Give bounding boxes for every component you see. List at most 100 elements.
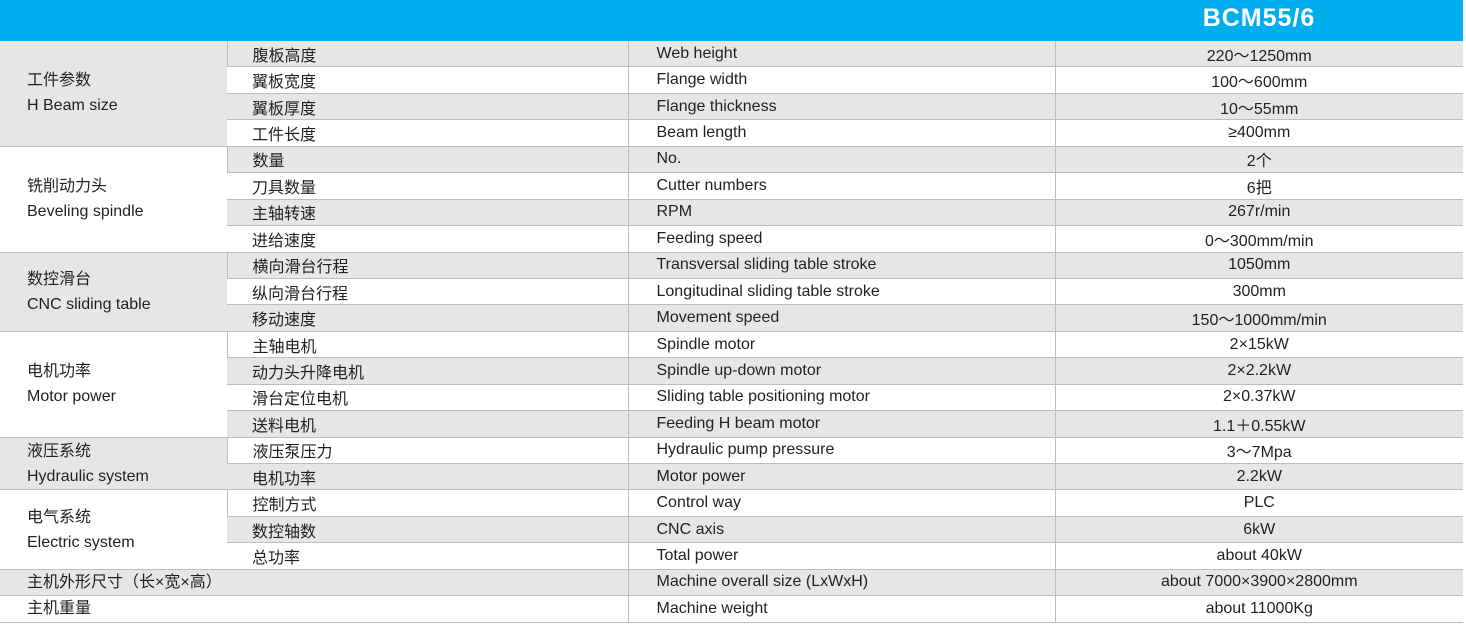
group-cell: 铣削动力头 Beveling spindle [0, 146, 227, 253]
group-label-zh: 工件参数 [27, 72, 92, 90]
group-label-en: Beveling spindle [27, 203, 144, 221]
param-value: 0～300mm/min [1054, 225, 1463, 253]
param-name-zh: 总功率 [227, 542, 628, 570]
param-name-zh: 主轴转速 [227, 199, 628, 227]
group-label-zh: 电机功率 [27, 363, 92, 381]
param-name-en: Spindle up-down motor [627, 357, 1055, 385]
table-row: 电机功率 Motor power 主轴电机 Spindle motor 2×15kW [0, 331, 1463, 438]
param-name-en: Sliding table positioning motor [627, 384, 1055, 412]
param-value: 150～1000mm/min [1054, 304, 1463, 332]
param-name-zh: 控制方式 [226, 489, 628, 517]
param-value: 2×15kW [1054, 331, 1463, 359]
param-value: about 11000Kg [1054, 595, 1463, 623]
table-row: 工件参数 H Beam size 腹板高度 Web height 220～1250mm [0, 41, 1463, 147]
table-row: 送料电机 Feeding H beam motor 1.1＋0.55kW [0, 410, 1463, 438]
param-name-zh: 数控轴数 [227, 516, 628, 544]
param-name-zh: 刀具数量 [227, 172, 628, 200]
table-row: 翼板厚度 Flange thickness 10～55mm [0, 93, 1463, 121]
param-name-en: Flange width [627, 66, 1055, 94]
table-row: 滑台定位电机 Sliding table positioning motor 2×0… [0, 384, 1463, 412]
param-value: 6把 [1054, 172, 1463, 200]
group-label-zh: 电气系统 [27, 508, 92, 526]
param-name-zh: 电机功率 [227, 463, 628, 491]
param-name-zh: 移动速度 [227, 304, 628, 332]
param-value: 10～55mm [1054, 93, 1463, 121]
param-name-zh: 主机外形尺寸（长×宽×高） [0, 569, 628, 597]
param-value: 1.1＋0.55kW [1054, 410, 1463, 438]
param-name-zh: 数量 [226, 146, 628, 174]
param-name-zh: 主机重量 [0, 595, 628, 623]
table-row: 主机外形尺寸（长×宽×高） Machine overall size (LxWxH… [0, 569, 1463, 597]
table-row: 纵向滑台行程 Longitudinal sliding table stroke 3… [0, 278, 1463, 306]
param-name-en: Beam length [627, 119, 1055, 147]
group-label-en: Motor power [27, 388, 116, 406]
table-row: 移动速度 Movement speed 150～1000mm/min [0, 304, 1463, 332]
param-name-en: No. [627, 146, 1055, 174]
table-row: 电机功率 Motor power 2.2kW [0, 463, 1463, 491]
table-row: 主机重量 Machine weight about 11000Kg [0, 595, 1463, 623]
param-name-zh: 横向滑台行程 [226, 252, 628, 279]
param-name-en: Flange thickness [627, 93, 1055, 121]
param-name-zh: 翼板宽度 [227, 66, 628, 94]
table-row: 液压系统 Hydraulic system 液压泵压力 Hydraulic pump … [0, 437, 1463, 491]
param-name-en: Motor power [627, 463, 1055, 491]
table-row: 数控轴数 CNC axis 6kW [0, 516, 1463, 544]
param-value: ≥400mm [1054, 119, 1463, 147]
table-row: 翼板宽度 Flange width 100～600mm [0, 66, 1463, 94]
table-row: 工件长度 Beam length ≥400mm [0, 119, 1463, 147]
param-value: 2×2.2kW [1054, 357, 1463, 385]
param-name-zh: 动力头升降电机 [227, 357, 628, 385]
param-value: 300mm [1054, 278, 1463, 306]
header-bar: BCM55/6 [0, 0, 1463, 41]
param-name-zh: 进给速度 [227, 225, 628, 253]
table-row: 数控滑台 CNC sliding table 横向滑台行程 Transversal s… [0, 252, 1463, 332]
param-value: about 7000×3900×2800mm [1054, 569, 1463, 597]
group-label-zh: 液压系统 [27, 442, 92, 460]
param-name-zh: 滑台定位电机 [227, 384, 628, 412]
model-title: BCM55/6 [1202, 4, 1316, 32]
group-label-en: CNC sliding table [27, 295, 151, 313]
param-name-zh: 翼板厚度 [227, 93, 628, 121]
param-name-en: Feeding H beam motor [627, 410, 1055, 438]
group-cell: 液压系统 Hydraulic system [0, 437, 227, 491]
param-value: 3～7Mpa [1054, 437, 1463, 465]
param-name-en: Spindle motor [627, 331, 1055, 359]
param-name-zh: 纵向滑台行程 [227, 278, 628, 306]
table-row: 刀具数量 Cutter numbers 6把 [0, 172, 1463, 200]
group-label-zh: 数控滑台 [27, 270, 92, 288]
table-row: 进给速度 Feeding speed 0～300mm/min [0, 225, 1463, 253]
param-name-en: Movement speed [627, 304, 1055, 332]
param-name-en: Transversal sliding table stroke [627, 252, 1055, 279]
param-name-en: Machine overall size (LxWxH) [627, 569, 1055, 597]
param-name-en: Machine weight [627, 595, 1055, 623]
param-name-zh: 送料电机 [227, 410, 628, 438]
group-label-en: Hydraulic system [27, 467, 149, 485]
param-value: 6kW [1054, 516, 1463, 544]
param-name-zh: 主轴电机 [226, 331, 628, 359]
group-cell: 工件参数 H Beam size [0, 41, 227, 147]
param-value: 2个 [1054, 146, 1463, 174]
param-value: 1050mm [1054, 252, 1463, 279]
param-name-en: Total power [627, 542, 1055, 570]
param-value: PLC [1054, 489, 1463, 517]
group-label-en: H Beam size [27, 97, 118, 115]
param-name-zh: 工件长度 [227, 119, 628, 147]
table-row: 铣削动力头 Beveling spindle 数量 No. 2个 [0, 146, 1463, 253]
param-value: 100～600mm [1054, 66, 1463, 94]
group-cell: 电机功率 Motor power [0, 331, 227, 438]
param-value: about 40kW [1054, 542, 1463, 570]
param-name-en: Longitudinal sliding table stroke [627, 278, 1055, 306]
table-row: 总功率 Total power about 40kW [0, 542, 1463, 570]
param-name-en: Control way [627, 489, 1055, 517]
spec-table: 工件参数 H Beam size 腹板高度 Web height 220～1250mm 翼… [0, 41, 1463, 623]
param-value: 220～1250mm [1054, 41, 1463, 68]
param-name-en: Feeding speed [627, 225, 1055, 253]
group-label-zh: 铣削动力头 [27, 178, 108, 196]
param-name-zh: 腹板高度 [226, 41, 628, 68]
param-name-en: Web height [627, 41, 1055, 68]
table-row: 动力头升降电机 Spindle up-down motor 2×2.2kW [0, 357, 1463, 385]
group-label-en: Electric system [27, 533, 135, 551]
param-name-zh: 液压泵压力 [226, 437, 628, 465]
table-row: 电气系统 Electric system 控制方式 Control way PLC [0, 489, 1463, 570]
group-cell: 数控滑台 CNC sliding table [0, 252, 227, 332]
